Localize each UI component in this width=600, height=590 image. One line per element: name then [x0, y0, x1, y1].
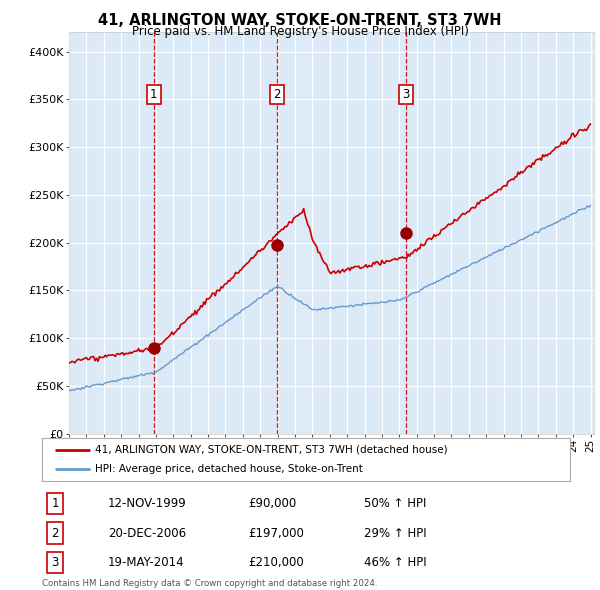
Text: 41, ARLINGTON WAY, STOKE-ON-TRENT, ST3 7WH: 41, ARLINGTON WAY, STOKE-ON-TRENT, ST3 7…	[98, 13, 502, 28]
Text: £210,000: £210,000	[248, 556, 304, 569]
Text: Price paid vs. HM Land Registry's House Price Index (HPI): Price paid vs. HM Land Registry's House …	[131, 25, 469, 38]
Text: 50% ↑ HPI: 50% ↑ HPI	[364, 497, 427, 510]
Text: 3: 3	[52, 556, 59, 569]
Text: 2: 2	[52, 527, 59, 540]
Text: Contains HM Land Registry data © Crown copyright and database right 2024.
This d: Contains HM Land Registry data © Crown c…	[42, 579, 377, 590]
Text: £90,000: £90,000	[248, 497, 296, 510]
Text: 2: 2	[274, 88, 281, 101]
Text: 19-MAY-2014: 19-MAY-2014	[108, 556, 185, 569]
Text: 29% ↑ HPI: 29% ↑ HPI	[364, 527, 427, 540]
Text: 46% ↑ HPI: 46% ↑ HPI	[364, 556, 427, 569]
Text: 20-DEC-2006: 20-DEC-2006	[108, 527, 186, 540]
Text: HPI: Average price, detached house, Stoke-on-Trent: HPI: Average price, detached house, Stok…	[95, 464, 362, 474]
Text: 3: 3	[402, 88, 410, 101]
Text: £197,000: £197,000	[248, 527, 304, 540]
Text: 41, ARLINGTON WAY, STOKE-ON-TRENT, ST3 7WH (detached house): 41, ARLINGTON WAY, STOKE-ON-TRENT, ST3 7…	[95, 445, 448, 455]
Text: 1: 1	[52, 497, 59, 510]
Text: 12-NOV-1999: 12-NOV-1999	[108, 497, 187, 510]
Text: 1: 1	[150, 88, 157, 101]
